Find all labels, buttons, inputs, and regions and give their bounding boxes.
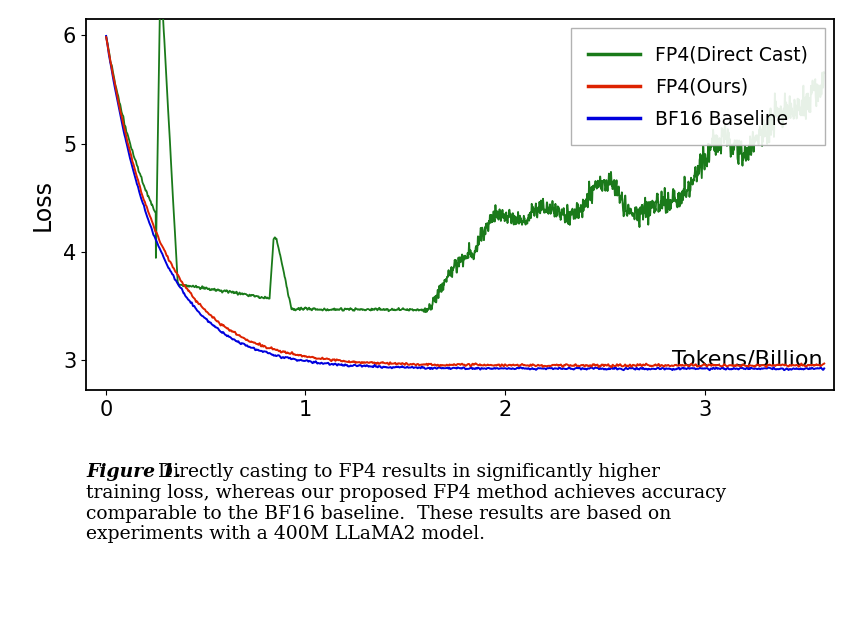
Y-axis label: Loss: Loss	[31, 179, 54, 231]
Text: Figure 1.: Figure 1.	[86, 463, 181, 481]
Legend: FP4(Direct Cast), FP4(Ours), BF16 Baseline: FP4(Direct Cast), FP4(Ours), BF16 Baseli…	[571, 29, 825, 145]
Text: Directly casting to FP4 results in significantly higher
training loss, whereas o: Directly casting to FP4 results in signi…	[86, 463, 726, 543]
Text: Tokens/Billion: Tokens/Billion	[673, 350, 823, 370]
